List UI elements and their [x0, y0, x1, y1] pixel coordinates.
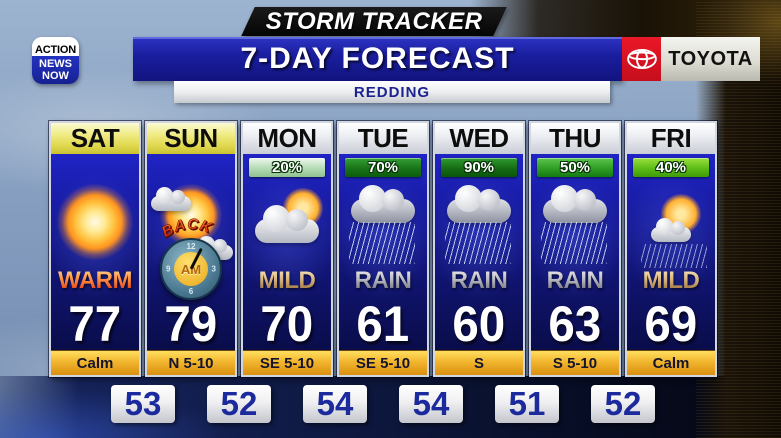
storm-tracker-label: STORM TRACKER	[265, 7, 483, 35]
cloud-icon	[151, 187, 191, 211]
high-temp: 69	[644, 296, 698, 352]
day-header: SAT	[51, 123, 139, 154]
low-temp: 54	[399, 385, 463, 423]
day-header: SUN	[147, 123, 235, 154]
wind-label: S	[473, 354, 484, 372]
day-header: TUE	[339, 123, 427, 154]
toyota-emblem-icon	[626, 48, 657, 70]
wind-label: N 5-10	[168, 354, 214, 372]
rain-cloud-icon	[351, 185, 415, 223]
high-temp: 61	[356, 296, 410, 352]
high-temp: 63	[548, 296, 602, 352]
low-temp: 52	[207, 385, 271, 423]
forecast-title: 7-DAY FORECAST	[240, 42, 515, 75]
drizzle-streaks-icon	[641, 244, 707, 268]
rain-streaks-icon	[445, 222, 511, 264]
partly-cloudy-drizzle-icon	[651, 217, 691, 242]
location-label: REDDING	[353, 83, 431, 101]
day-column-thu: THU 50% RAIN 63 S 5-10	[529, 121, 621, 377]
condition-label: RAIN	[354, 267, 412, 294]
high-temp: 70	[260, 296, 314, 352]
wind-label: SE 5-10	[355, 354, 411, 372]
high-temp: 79	[164, 296, 218, 352]
day-column-mon: MON 20% MILD 70 SE 5-10	[241, 121, 333, 377]
low-temp: 51	[495, 385, 559, 423]
high-temp: 77	[68, 296, 122, 352]
day-header: FRI	[627, 123, 715, 154]
wind-label: Calm	[76, 354, 114, 372]
day-column-sun: SUN BACK	[145, 121, 237, 377]
precip-badge: 50%	[537, 158, 613, 177]
wind-label: Calm	[652, 354, 690, 372]
day-column-wed: WED 90% RAIN 60 S	[433, 121, 525, 377]
storm-tracker-banner: STORM TRACKER	[241, 7, 507, 36]
wind-label: SE 5-10	[259, 354, 315, 372]
day-column-fri: FRI 40% MILD 69 Calm	[625, 121, 717, 377]
sponsor-logo: TOYOTA	[661, 37, 760, 81]
condition-label: MILD	[642, 267, 700, 294]
location-banner: REDDING	[174, 81, 610, 103]
low-temp: 52	[591, 385, 655, 423]
sponsor-emblem-box	[622, 37, 661, 81]
forecast-columns: SAT WARM 77 Calm SUN	[49, 121, 717, 377]
station-logo: ACTION NEWS NOW	[32, 37, 79, 84]
rain-streaks-icon	[541, 222, 607, 264]
fall-back-clock-icon: BACK 12 3 6 9 AM	[156, 218, 226, 300]
condition-label: RAIN	[546, 267, 604, 294]
rain-streaks-icon	[349, 222, 415, 264]
precip-badge: 20%	[249, 158, 325, 177]
precip-badge: 90%	[441, 158, 517, 177]
low-temp: 53	[111, 385, 175, 423]
rain-cloud-icon	[447, 185, 511, 223]
rain-cloud-icon	[543, 185, 607, 223]
station-logo-action: ACTION	[32, 37, 79, 56]
condition-label: MILD	[258, 267, 316, 294]
wind-label: S 5-10	[552, 354, 598, 372]
day-header: WED	[435, 123, 523, 154]
clock-face: 12 3 6 9 AM	[160, 238, 222, 300]
precip-badge: 40%	[633, 158, 709, 177]
clock-am-label: AM	[174, 252, 208, 286]
sponsor-name: TOYOTA	[668, 47, 753, 70]
sun-icon	[55, 182, 135, 262]
forecast-title-bar: 7-DAY FORECAST	[133, 37, 622, 81]
day-header: MON	[243, 123, 331, 154]
condition-label: WARM	[58, 267, 132, 294]
station-logo-newsnow: NEWS NOW	[32, 56, 79, 84]
high-temp: 60	[452, 296, 506, 352]
condition-label: RAIN	[450, 267, 508, 294]
day-column-sat: SAT WARM 77 Calm	[49, 121, 141, 377]
day-header: THU	[531, 123, 619, 154]
day-column-tue: TUE 70% RAIN 61 SE 5-10	[337, 121, 429, 377]
low-temp: 54	[303, 385, 367, 423]
precip-badge: 70%	[345, 158, 421, 177]
back-arc-text: BACK	[159, 218, 214, 241]
partly-cloudy-icon	[255, 205, 319, 243]
